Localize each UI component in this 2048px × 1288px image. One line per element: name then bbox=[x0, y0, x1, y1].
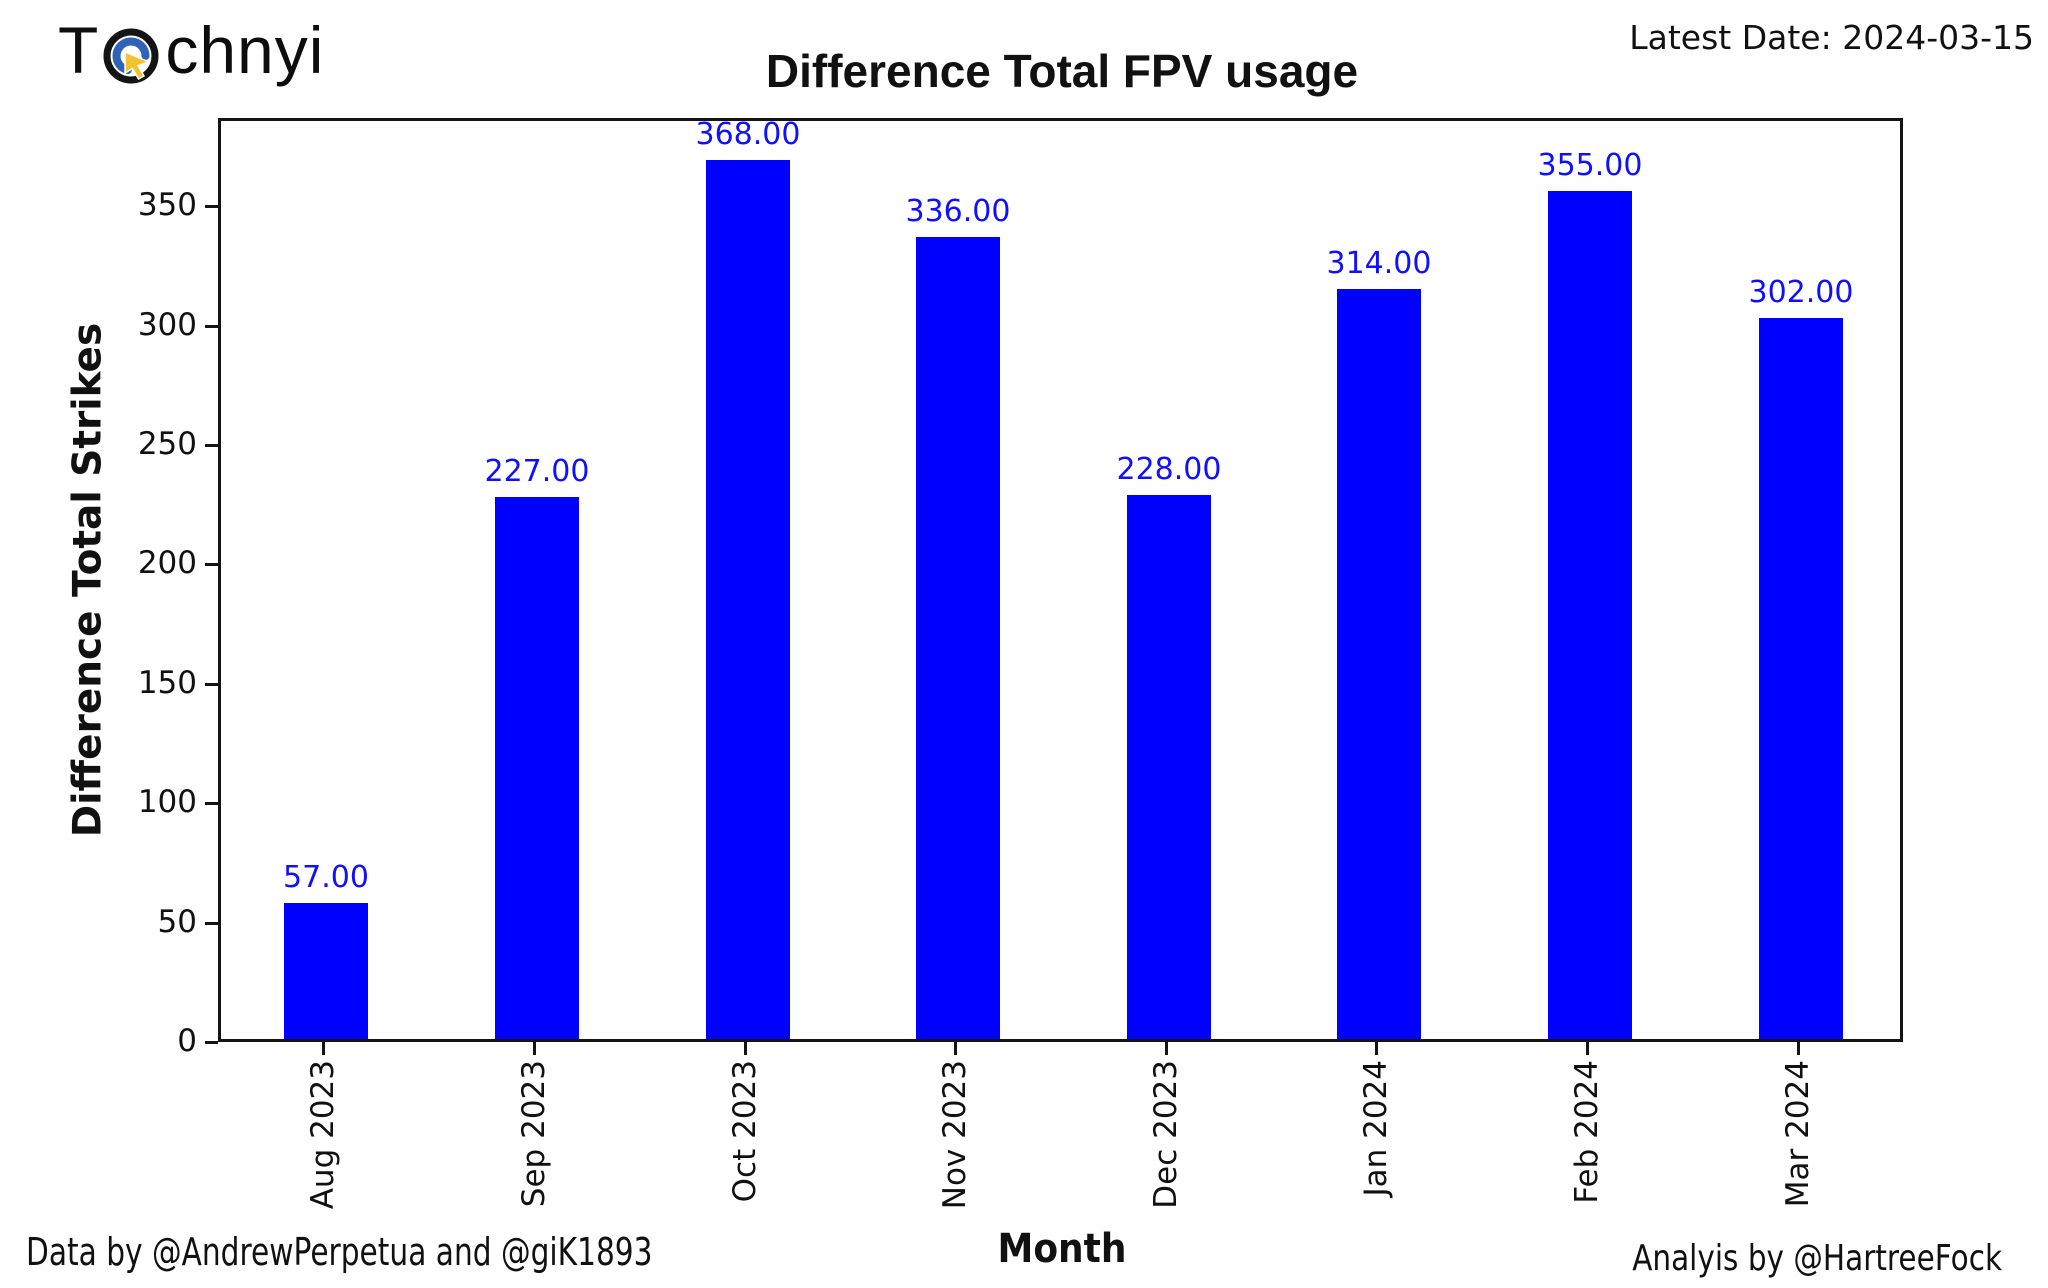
logo-text-prefix: T bbox=[58, 13, 100, 87]
bar-value-label: 57.00 bbox=[283, 860, 369, 895]
bar-value-label: 228.00 bbox=[1116, 452, 1222, 487]
y-tick-mark bbox=[205, 325, 218, 328]
bar-value-label: 336.00 bbox=[905, 194, 1011, 229]
y-tick-mark bbox=[205, 1041, 218, 1044]
bar bbox=[495, 497, 579, 1039]
footer-credit-data: Data by @AndrewPerpetua and @giK1893 bbox=[26, 1230, 653, 1274]
y-tick-label: 100 bbox=[137, 784, 197, 820]
logo-text-suffix: chnyi bbox=[165, 13, 325, 87]
bar-value-label: 302.00 bbox=[1748, 275, 1854, 310]
logo: T chnyi bbox=[58, 12, 324, 88]
x-tick-label: Sep 2023 bbox=[516, 1060, 552, 1208]
x-tick-mark bbox=[954, 1042, 957, 1055]
x-tick-label: Dec 2023 bbox=[1148, 1060, 1184, 1209]
y-axis-label: Difference Total Strikes bbox=[65, 322, 111, 838]
bar bbox=[916, 237, 1000, 1039]
x-tick-label: Feb 2024 bbox=[1569, 1060, 1605, 1204]
y-tick-mark bbox=[205, 802, 218, 805]
y-tick-label: 250 bbox=[137, 426, 197, 462]
y-tick-mark bbox=[205, 205, 218, 208]
plot-area: 57.00 227.00 368.00 336.00 228.00 314.00 355.0… bbox=[218, 117, 1903, 1042]
target-cursor-icon bbox=[101, 26, 163, 88]
footer-credit-analysis: Analyis by @HartreeFock bbox=[1632, 1238, 2002, 1279]
y-tick-label: 50 bbox=[157, 904, 197, 940]
x-tick-label: Aug 2023 bbox=[305, 1060, 341, 1210]
bar-value-label: 355.00 bbox=[1537, 148, 1643, 183]
x-tick-mark bbox=[322, 1042, 325, 1055]
bar bbox=[706, 160, 790, 1039]
y-tick-label: 150 bbox=[137, 665, 197, 701]
bar bbox=[1548, 191, 1632, 1039]
bar bbox=[1337, 289, 1421, 1039]
y-tick-mark bbox=[205, 444, 218, 447]
x-tick-mark bbox=[744, 1042, 747, 1055]
x-tick-label: Mar 2024 bbox=[1780, 1060, 1816, 1208]
bar-value-label: 227.00 bbox=[484, 454, 590, 489]
latest-date-label: Latest Date: 2024-03-15 bbox=[1629, 18, 2034, 57]
bar bbox=[1127, 495, 1211, 1039]
y-tick-label: 300 bbox=[137, 307, 197, 343]
y-tick-mark bbox=[205, 922, 218, 925]
page-title: Difference Total FPV usage bbox=[765, 45, 1359, 97]
y-tick-mark bbox=[205, 563, 218, 566]
y-tick-label: 0 bbox=[177, 1023, 197, 1059]
x-tick-mark bbox=[1165, 1042, 1168, 1055]
bar-value-label: 314.00 bbox=[1326, 246, 1432, 281]
x-tick-mark bbox=[1586, 1042, 1589, 1055]
x-tick-label: Nov 2023 bbox=[937, 1060, 973, 1210]
x-tick-mark bbox=[1797, 1042, 1800, 1055]
x-tick-label: Jan 2024 bbox=[1358, 1060, 1394, 1197]
y-tick-label: 200 bbox=[137, 545, 197, 581]
x-tick-label: Oct 2023 bbox=[727, 1060, 763, 1203]
x-axis-label: Month bbox=[997, 1226, 1127, 1272]
bar bbox=[1759, 318, 1843, 1039]
x-tick-mark bbox=[533, 1042, 536, 1055]
bar-value-label: 368.00 bbox=[695, 117, 801, 152]
y-tick-mark bbox=[205, 683, 218, 686]
x-tick-mark bbox=[1375, 1042, 1378, 1055]
y-tick-label: 350 bbox=[137, 187, 197, 223]
bar bbox=[284, 903, 368, 1039]
